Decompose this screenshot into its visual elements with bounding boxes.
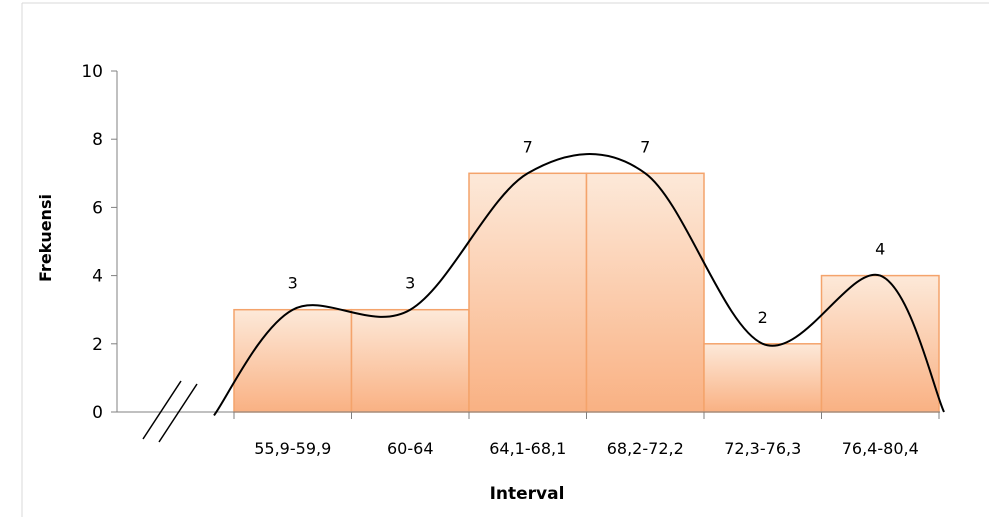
histogram-bar	[585, 172, 705, 413]
bar-data-label: 3	[405, 274, 415, 293]
x-axis-title: Interval	[490, 484, 565, 504]
y-tick-label: 0	[92, 403, 103, 423]
y-tick-label: 8	[92, 130, 103, 150]
bar-data-label: 2	[758, 308, 768, 327]
y-tick-label: 6	[92, 198, 103, 218]
bar-data-label: 7	[523, 137, 533, 156]
y-tick-label: 10	[81, 62, 103, 82]
bars-group	[233, 172, 940, 413]
x-tick-label: 72,3-76,3	[724, 439, 801, 458]
x-tick-label: 76,4-80,4	[842, 439, 919, 458]
frequency-curve-group	[213, 153, 945, 417]
text-labels-group: Frekuensi Interval 3 55,9-59,9 3 60-64 7 64,1…	[36, 62, 919, 504]
axis-break-mark	[142, 380, 182, 440]
axes-group	[111, 70, 940, 443]
bar-data-label: 3	[288, 274, 298, 293]
histogram-bar	[703, 343, 823, 413]
axis-break-mark	[158, 383, 198, 443]
y-tick-label: 4	[92, 267, 103, 287]
bar-data-label: 4	[875, 240, 885, 259]
bar-data-label: 7	[640, 137, 650, 156]
y-axis-title: Frekuensi	[36, 194, 55, 282]
histogram-bar	[468, 172, 588, 413]
x-tick-label: 60-64	[387, 439, 434, 458]
histogram-bar	[233, 308, 353, 413]
x-tick-label: 55,9-59,9	[254, 439, 331, 458]
histogram-bar	[820, 274, 940, 413]
x-tick-label: 64,1-68,1	[489, 439, 566, 458]
frequency-curve	[213, 153, 945, 417]
histogram-bar	[350, 308, 470, 413]
x-tick-label: 68,2-72,2	[607, 439, 684, 458]
y-tick-label: 2	[92, 335, 103, 355]
